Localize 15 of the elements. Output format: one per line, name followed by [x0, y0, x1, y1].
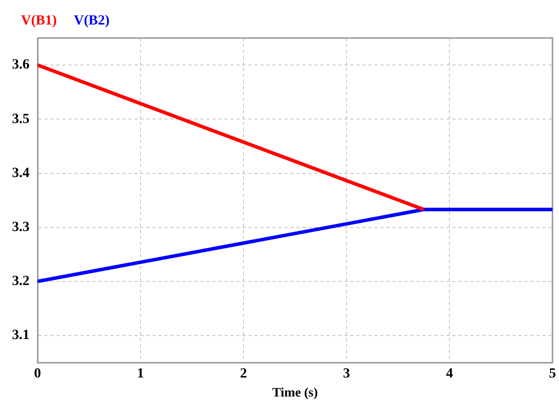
text: V(B2)	[74, 14, 110, 29]
x-axis-title: Time (s)	[272, 384, 318, 400]
x-tick-label: 5	[549, 366, 556, 382]
y-tick-label: 3.2	[12, 274, 30, 290]
y-tick-label: 3.4	[12, 166, 30, 181]
x-tick-label: 2	[240, 366, 247, 382]
x-tick-label: 4	[446, 366, 453, 382]
y-tick-label: 3.5	[12, 112, 30, 127]
text: V(B1)	[21, 14, 58, 29]
x-tick-label: 0	[34, 366, 41, 382]
x-tick-label: 1	[137, 366, 144, 382]
y-tick-label: 3.1	[12, 328, 30, 344]
y-tick-label: 3.6	[12, 58, 30, 73]
x-tick-label: 3	[343, 366, 350, 382]
y-tick-label: 3.3	[12, 220, 30, 235]
